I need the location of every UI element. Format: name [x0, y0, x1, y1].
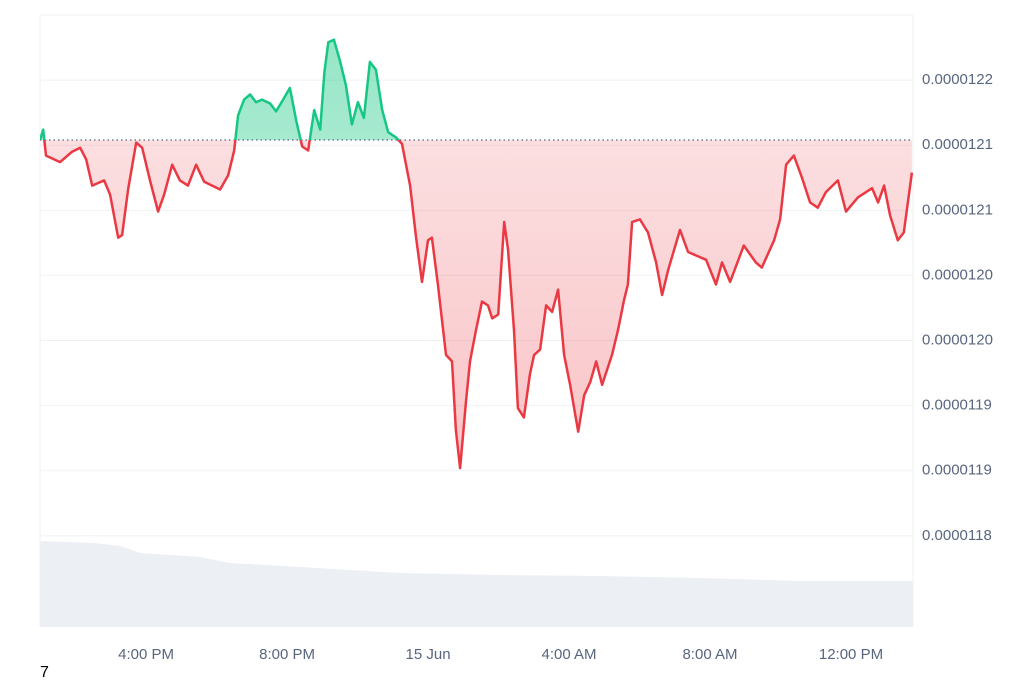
y-tick-label: 0.0000119: [922, 462, 992, 479]
x-tick-label: 12:00 PM: [819, 646, 883, 663]
x-tick-label: 8:00 AM: [682, 646, 737, 663]
x-tick-label: 4:00 AM: [541, 646, 596, 663]
footer-text: 7: [40, 664, 49, 681]
price-line-down: [40, 140, 913, 470]
area-down: [44, 140, 912, 469]
area-up: [40, 39, 912, 141]
x-tick-label: 15 Jun: [406, 646, 451, 663]
y-tick-label: 0.0000121: [922, 136, 993, 153]
y-tick-label: 0.0000120: [922, 332, 993, 349]
y-tick-label: 0.0000121: [922, 201, 993, 218]
y-tick-label: 0.0000118: [922, 527, 992, 544]
y-tick-label: 0.0000119: [922, 397, 992, 414]
x-tick-label: 4:00 PM: [118, 646, 174, 663]
x-tick-label: 8:00 PM: [259, 646, 315, 663]
y-tick-label: 0.0000120: [922, 266, 993, 283]
volume-shading: [40, 541, 913, 627]
y-tick-label: 0.0000122: [922, 71, 993, 88]
